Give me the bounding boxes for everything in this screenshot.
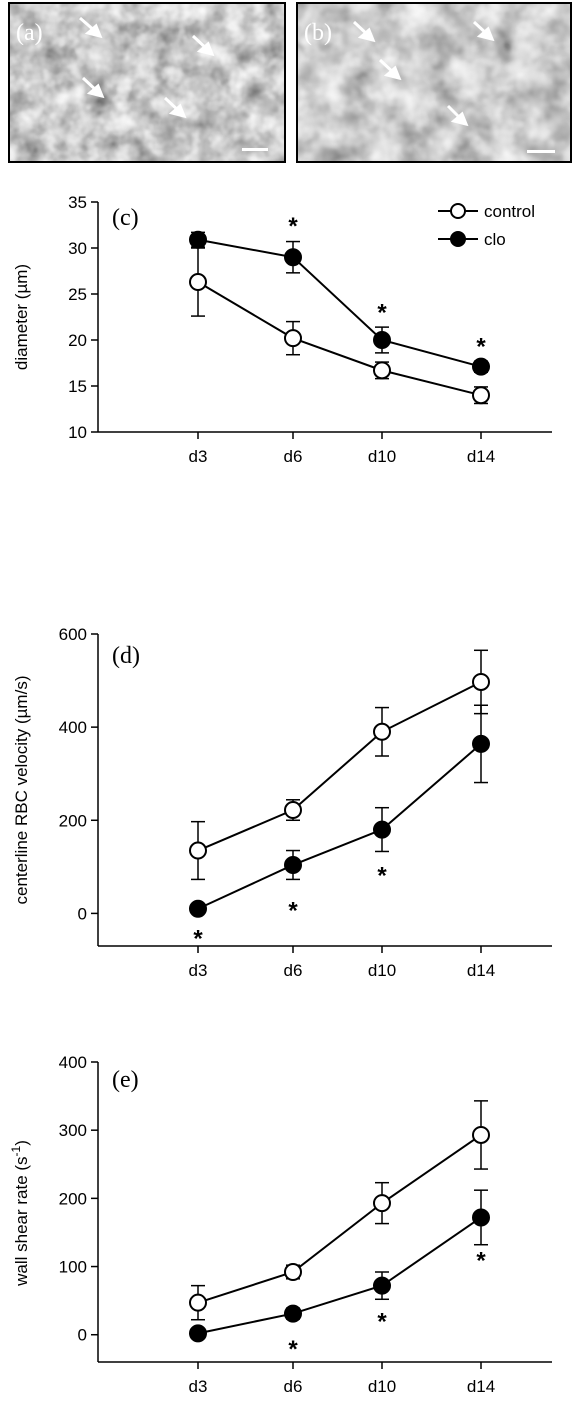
significance-star: * [377, 300, 387, 327]
data-point-clo [373, 1276, 391, 1295]
significance-star: * [377, 862, 387, 889]
data-point-clo [189, 899, 207, 918]
x-tick-label: d14 [467, 1377, 495, 1396]
series-line-clo [197, 743, 482, 910]
x-tick-label: d6 [284, 961, 303, 980]
y-tick-label: 400 [59, 1053, 87, 1072]
arrow-icon [352, 20, 376, 43]
data-point-clo [189, 1324, 207, 1343]
data-point-clo [373, 820, 391, 839]
series-line-control [197, 281, 482, 397]
y-tick-label: 600 [59, 625, 87, 644]
micrograph-a: (a) [8, 2, 286, 163]
data-point-clo [472, 734, 490, 753]
data-point-control [284, 801, 302, 820]
data-point-control [284, 329, 302, 348]
series-line-control [197, 681, 482, 852]
x-tick-label: d3 [189, 961, 208, 980]
y-axis-label-main: wall shear rate (s [12, 1156, 31, 1286]
data-point-clo [284, 855, 302, 874]
series-line-clo [197, 1216, 482, 1335]
data-point-control [373, 361, 391, 380]
y-tick-label: 200 [59, 811, 87, 830]
panel-label: (e) [112, 1067, 139, 1093]
x-tick-label: d6 [284, 1377, 303, 1396]
chart-rbc-velocity: (d) centerline RBC velocity (µm/s) 0 200 4… [12, 625, 552, 980]
y-axis-label: diameter (µm) [12, 264, 31, 370]
y-tick-label: 10 [68, 423, 87, 442]
data-point-clo [472, 1208, 490, 1227]
x-tick-label: d3 [189, 447, 208, 466]
data-point-control [189, 273, 207, 292]
legend-clo-marker [450, 231, 466, 247]
significance-star: * [288, 898, 298, 925]
y-tick-label: 400 [59, 718, 87, 737]
y-tick-label: 25 [68, 285, 87, 304]
data-point-control [189, 841, 207, 860]
data-point-clo [472, 357, 490, 376]
legend: control clo [438, 202, 535, 249]
series-line-clo [197, 238, 482, 368]
significance-star: * [193, 926, 203, 953]
y-tick-label: 100 [59, 1258, 87, 1277]
y-axis-label: wall shear rate (s-1) [9, 1140, 31, 1287]
x-tick-label: d14 [467, 447, 495, 466]
significance-star: * [476, 334, 486, 361]
y-tick-label: 35 [68, 193, 87, 212]
scale-bar [242, 148, 268, 151]
significance-star: * [476, 1247, 486, 1274]
panel-label: (d) [112, 643, 140, 669]
scale-bar [527, 150, 555, 153]
arrow-icon [79, 16, 103, 39]
x-tick-label: d3 [189, 1377, 208, 1396]
y-tick-label: 30 [68, 239, 87, 258]
data-point-control [189, 1293, 207, 1312]
y-tick-label: 15 [68, 377, 87, 396]
chart-wall-shear-rate: (e) wall shear rate (s-1) 0 100 200 300 400 d… [9, 1053, 552, 1396]
y-tick-label: 200 [59, 1189, 87, 1208]
arrow-icon [472, 20, 495, 42]
data-point-control [472, 672, 490, 691]
data-point-clo [373, 331, 391, 349]
series-line-control [197, 1134, 482, 1304]
legend-control-marker [450, 203, 466, 219]
arrow-icon [163, 96, 187, 119]
data-point-clo [189, 230, 207, 249]
data-point-clo [284, 1304, 302, 1323]
data-point-clo [284, 248, 302, 267]
x-tick-label: d14 [467, 961, 495, 980]
arrow-icon [81, 76, 105, 99]
micrograph-a-label: (a) [16, 20, 43, 46]
data-point-control [472, 1125, 490, 1144]
y-tick-label: 300 [59, 1121, 87, 1140]
data-point-control [284, 1263, 302, 1281]
y-tick-label: 0 [78, 1326, 87, 1345]
data-point-control [373, 722, 391, 741]
y-tick-label: 20 [68, 331, 87, 350]
micrograph-b: (b) [296, 2, 572, 163]
data-point-control [373, 1194, 391, 1213]
arrow-icon [378, 58, 402, 81]
significance-star: * [377, 1309, 387, 1336]
x-tick-label: d10 [368, 447, 396, 466]
x-tick-label: d10 [368, 1377, 396, 1396]
y-axis-label: centerline RBC velocity (µm/s) [12, 676, 31, 905]
micrograph-b-label: (b) [304, 20, 332, 46]
y-tick-label: 0 [78, 904, 87, 923]
legend-clo-label: clo [484, 230, 506, 249]
y-axis-label-close: ) [12, 1140, 31, 1146]
x-tick-label: d10 [368, 961, 396, 980]
data-point-control [472, 386, 490, 405]
significance-star: * [288, 213, 298, 240]
legend-control-label: control [484, 202, 535, 221]
panel-label: (c) [112, 205, 139, 231]
arrow-icon [446, 104, 469, 127]
x-tick-label: d6 [284, 447, 303, 466]
chart-diameter: (c) diameter (µm) control clo 10 15 20 25 30… [12, 193, 552, 466]
arrow-icon [191, 34, 215, 57]
significance-star: * [288, 1336, 298, 1363]
y-axis-label-exponent: -1 [9, 1145, 23, 1156]
